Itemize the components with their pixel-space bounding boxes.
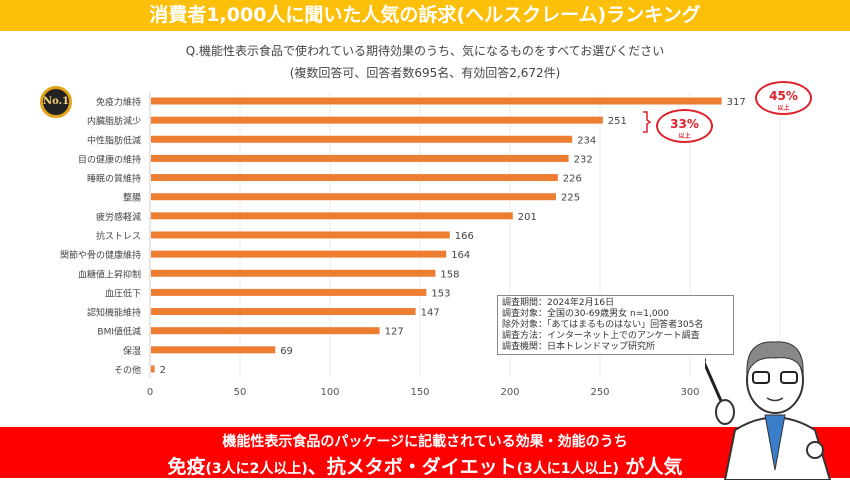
page-title: 消費者1,000人に聞いた人気の訴求(ヘルスクレーム)ランキング bbox=[0, 0, 850, 31]
bar bbox=[151, 346, 276, 354]
data-label: 2 bbox=[160, 365, 166, 376]
bar bbox=[151, 231, 450, 239]
x-tick-label: 150 bbox=[410, 387, 429, 398]
bar bbox=[151, 308, 416, 316]
bar bbox=[151, 174, 558, 182]
survey-period: 調査期間：2024年2月16日 bbox=[502, 298, 615, 308]
category-label: 関節や骨の健康維持 bbox=[60, 249, 141, 261]
category-label: 血圧低下 bbox=[105, 287, 141, 299]
data-label: 232 bbox=[574, 154, 593, 165]
data-label: 251 bbox=[608, 116, 627, 127]
x-tick-label: 200 bbox=[500, 387, 519, 398]
data-label: 153 bbox=[431, 288, 450, 299]
response-note: (複数回答可、回答者数695名、有効回答2,672件) bbox=[289, 66, 561, 80]
category-label: 中性脂肪低減 bbox=[87, 134, 141, 146]
doctor-illustration-icon bbox=[705, 341, 832, 480]
category-label: 目の健康の維持 bbox=[78, 153, 141, 165]
data-label: 234 bbox=[577, 135, 596, 146]
bar bbox=[151, 116, 603, 124]
bar bbox=[151, 97, 722, 105]
bar bbox=[151, 288, 427, 296]
bracket-icon bbox=[643, 111, 652, 133]
x-tick-label: 50 bbox=[234, 387, 247, 398]
survey-target: 調査対象：全国の30-69歳男女 n=1,000 bbox=[502, 309, 670, 319]
data-label: 147 bbox=[421, 308, 440, 319]
footer-line2: 免疫(3人に2人以上)、抗メタボ・ダイエット(3人に1人以上) が人気 bbox=[167, 456, 683, 478]
data-label: 225 bbox=[561, 193, 580, 204]
question-text: Q.機能性表示食品で使われている期待効果のうち、気になるものをすべてお選びくださ… bbox=[185, 44, 665, 58]
bar bbox=[151, 154, 569, 162]
data-label: 201 bbox=[518, 212, 537, 223]
x-tick-label: 0 bbox=[147, 387, 153, 398]
data-label: 164 bbox=[451, 250, 470, 261]
bar bbox=[151, 135, 573, 143]
category-label: 免疫力維持 bbox=[96, 96, 141, 108]
survey-org: 調査機関：日本トレンドマップ研究所 bbox=[502, 342, 656, 352]
x-tick-label: 300 bbox=[680, 387, 699, 398]
x-tick-label: 250 bbox=[590, 387, 609, 398]
x-tick-label: 100 bbox=[320, 387, 339, 398]
data-label: 69 bbox=[280, 346, 293, 357]
data-label: 127 bbox=[385, 327, 404, 338]
bar bbox=[151, 193, 556, 201]
category-label: BMI値低減 bbox=[97, 326, 141, 338]
category-label: 内臓脂肪減少 bbox=[87, 115, 141, 127]
footer-line1: 機能性表示食品のパッケージに記載されている効果・効能のうち bbox=[222, 434, 628, 450]
survey-excluded: 除外対象：「あてはまるものはない」回答者305名 bbox=[502, 320, 704, 330]
bar bbox=[151, 269, 436, 277]
survey-method: 調査方法：インターネット上でのアンケート調査 bbox=[502, 331, 700, 341]
footer-banner: 機能性表示食品のパッケージに記載されている効果・効能のうち 免疫(3人に2人以上… bbox=[0, 427, 850, 478]
category-label: 睡眠の質維持 bbox=[87, 173, 141, 185]
category-label: 保湿 bbox=[123, 345, 141, 357]
data-label: 166 bbox=[455, 231, 474, 242]
bar bbox=[151, 365, 155, 373]
category-label: 血糖値上昇抑制 bbox=[78, 268, 141, 280]
category-label: 認知機能維持 bbox=[87, 307, 141, 319]
annotation-45: 45% 以上 bbox=[755, 81, 812, 115]
category-label: 抗ストレス bbox=[96, 230, 141, 242]
category-label: その他 bbox=[114, 364, 141, 376]
annotation-33: 33% 以上 bbox=[656, 109, 713, 143]
category-label: 疲労感軽減 bbox=[96, 211, 141, 223]
bar bbox=[151, 327, 380, 335]
bar bbox=[151, 250, 447, 258]
bar bbox=[151, 212, 513, 220]
data-label: 226 bbox=[563, 174, 582, 185]
data-label: 158 bbox=[440, 269, 459, 280]
category-label: 整腸 bbox=[123, 192, 141, 204]
data-label: 317 bbox=[727, 97, 746, 108]
survey-info-box: 調査期間：2024年2月16日 調査対象：全国の30-69歳男女 n=1,000… bbox=[497, 295, 734, 355]
no1-badge-icon: No.1 bbox=[40, 86, 72, 118]
